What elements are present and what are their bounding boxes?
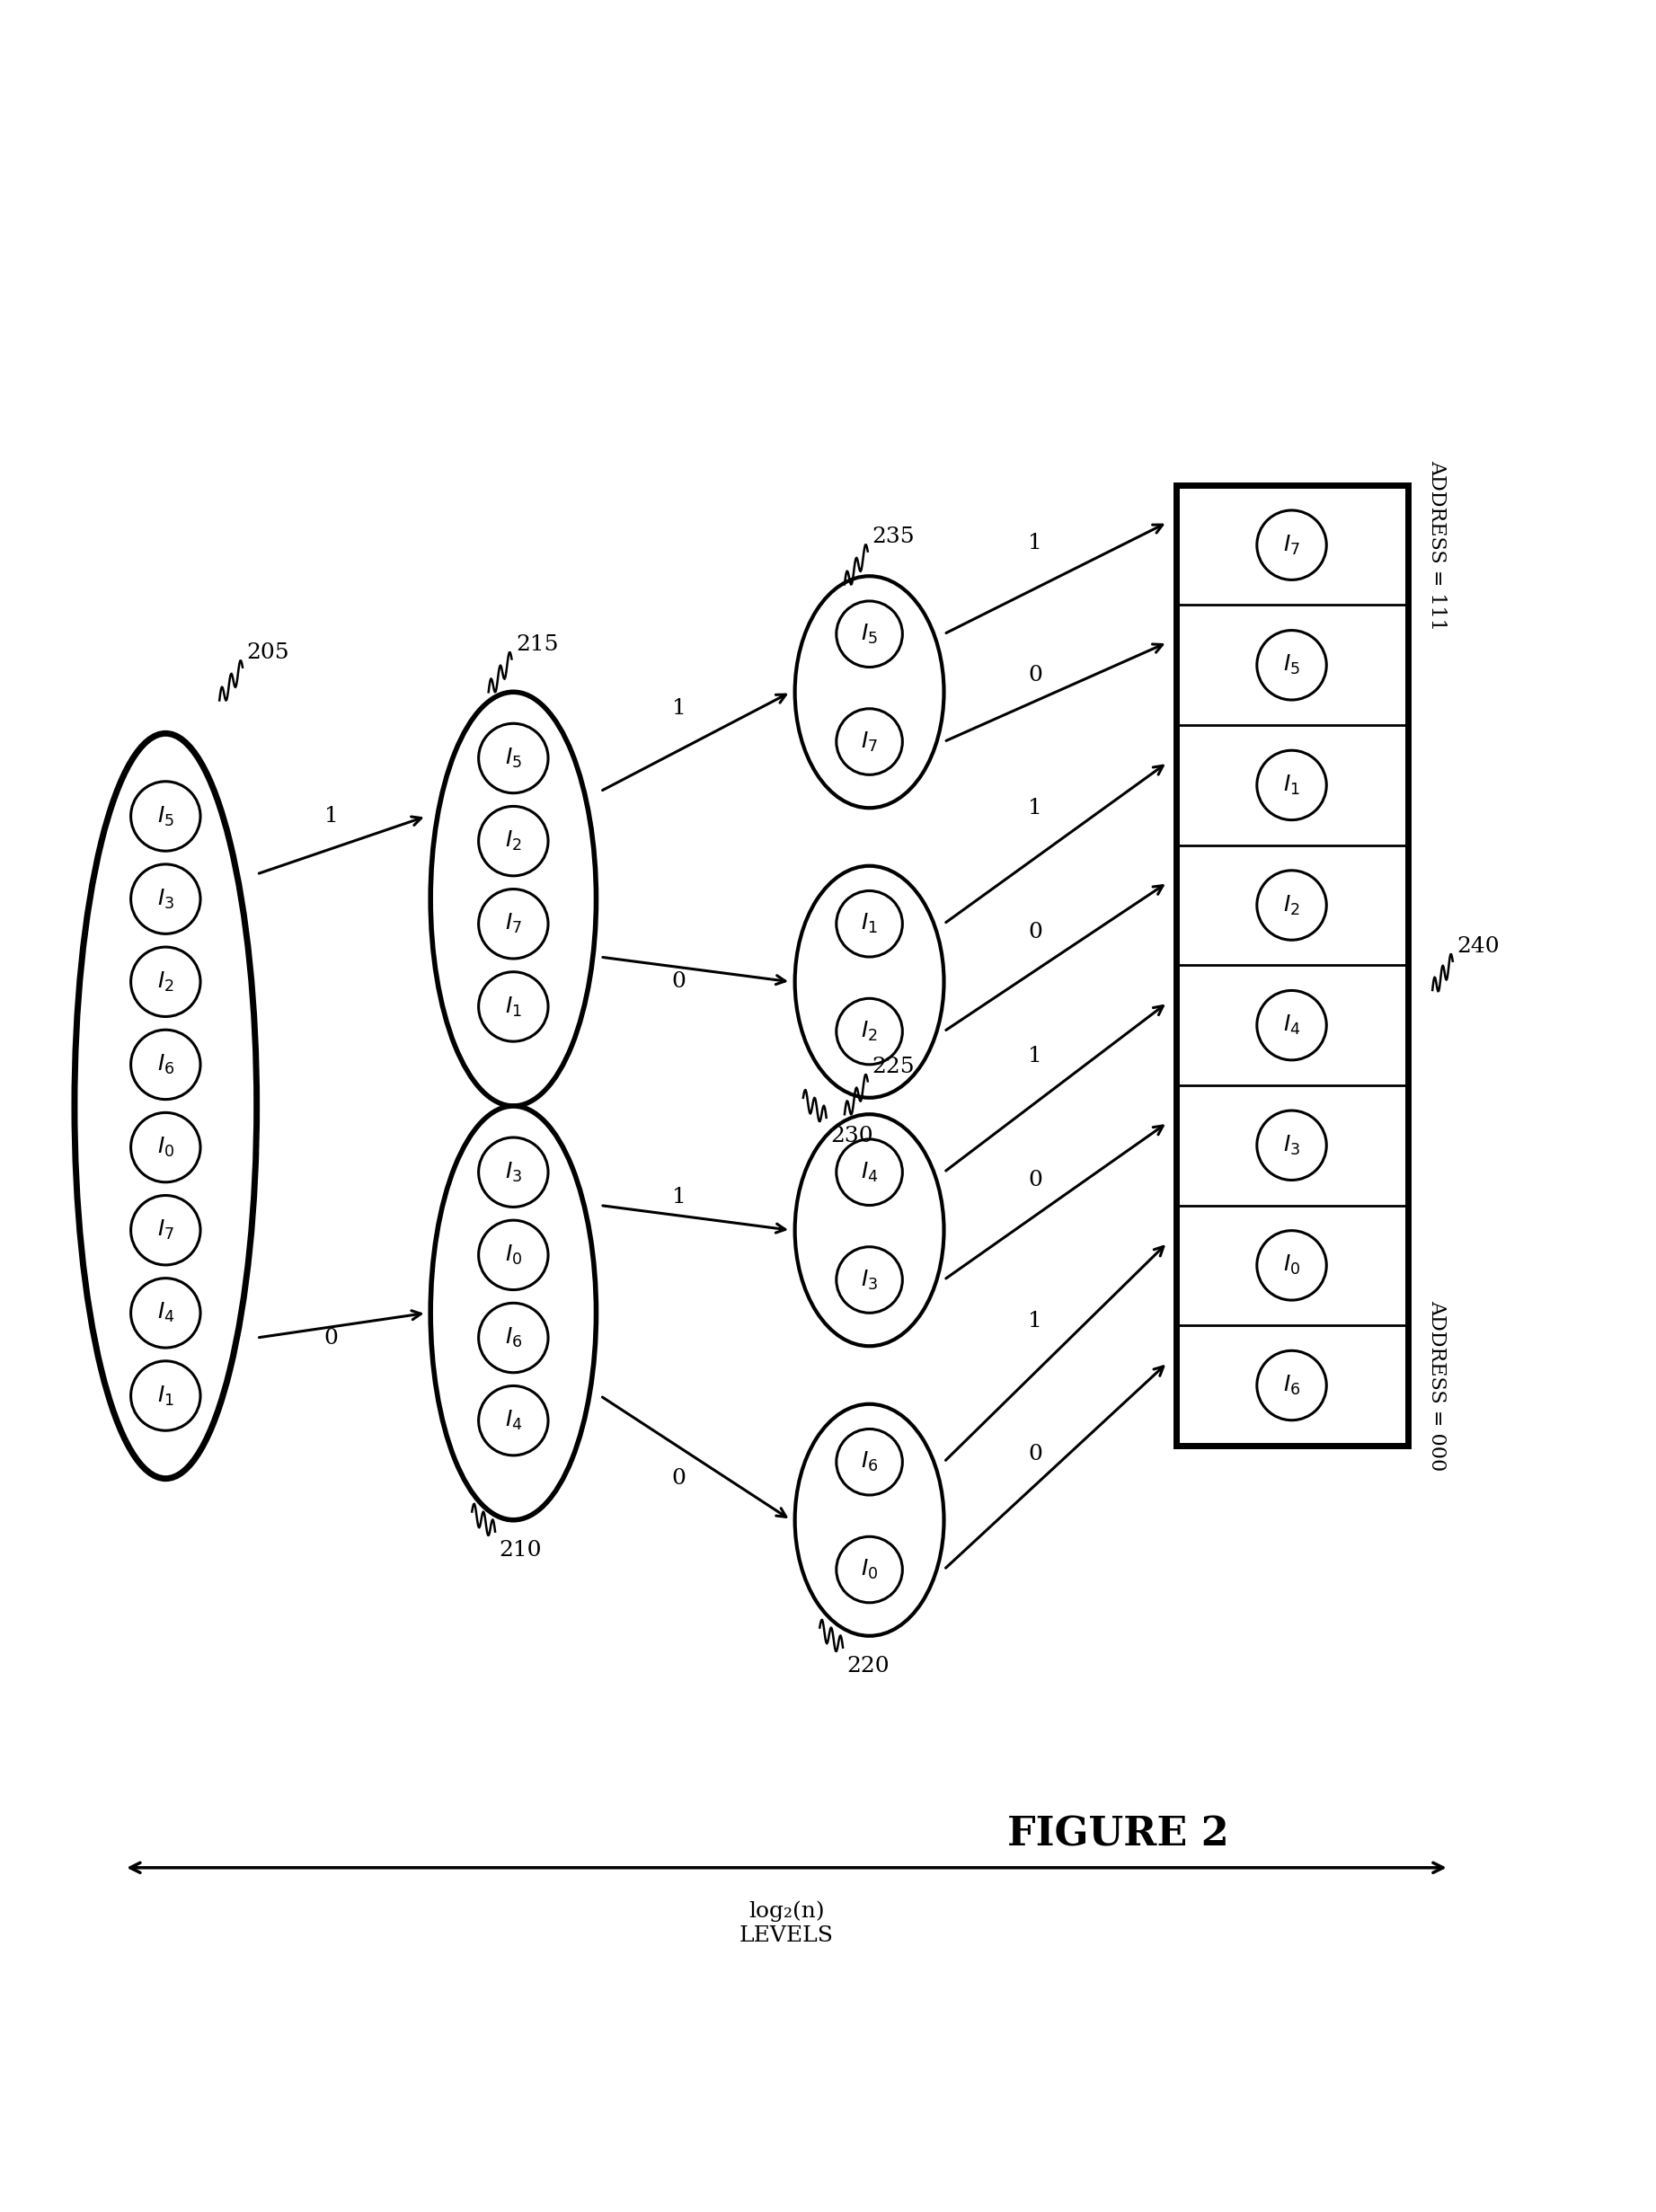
Circle shape	[836, 998, 903, 1064]
Circle shape	[131, 1113, 200, 1181]
Text: $I_{1}$: $I_{1}$	[157, 1385, 174, 1407]
Text: $I_{7}$: $I_{7}$	[1283, 533, 1300, 557]
Text: $I_{3}$: $I_{3}$	[505, 1161, 522, 1183]
Circle shape	[836, 1537, 903, 1604]
Text: $I_{0}$: $I_{0}$	[1283, 1254, 1300, 1276]
Text: 225: 225	[873, 1057, 914, 1077]
Text: $I_{5}$: $I_{5}$	[1283, 653, 1300, 677]
Text: 1: 1	[1028, 1312, 1042, 1332]
Ellipse shape	[795, 1115, 944, 1347]
Circle shape	[836, 1139, 903, 1206]
Text: 1: 1	[1028, 799, 1042, 818]
Text: $I_{6}$: $I_{6}$	[505, 1325, 522, 1349]
Text: $I_{7}$: $I_{7}$	[861, 730, 878, 754]
Bar	[1176, 484, 1408, 1444]
Circle shape	[1257, 872, 1326, 940]
Text: $I_{1}$: $I_{1}$	[505, 995, 522, 1018]
Text: $I_{1}$: $I_{1}$	[861, 911, 878, 936]
Text: 0: 0	[325, 1327, 338, 1347]
Text: $I_{2}$: $I_{2}$	[157, 971, 174, 993]
Text: $I_{7}$: $I_{7}$	[505, 911, 522, 936]
Circle shape	[1257, 1110, 1326, 1179]
Text: log₂(n)
LEVELS: log₂(n) LEVELS	[740, 1900, 833, 1947]
Circle shape	[131, 865, 200, 933]
Text: 235: 235	[873, 526, 914, 546]
Text: $I_{3}$: $I_{3}$	[157, 887, 174, 911]
Text: $I_{7}$: $I_{7}$	[157, 1219, 174, 1241]
Text: $I_{4}$: $I_{4}$	[1283, 1013, 1300, 1037]
Circle shape	[479, 723, 548, 794]
Text: $I_{1}$: $I_{1}$	[1283, 774, 1300, 796]
Circle shape	[479, 1137, 548, 1208]
Ellipse shape	[795, 1405, 944, 1637]
Text: 215: 215	[517, 635, 558, 655]
Text: $I_{0}$: $I_{0}$	[861, 1557, 878, 1582]
Circle shape	[1257, 1230, 1326, 1301]
Circle shape	[131, 947, 200, 1018]
Ellipse shape	[431, 1106, 596, 1520]
Text: 0: 0	[1028, 922, 1042, 942]
Text: $I_{3}$: $I_{3}$	[861, 1267, 878, 1292]
Text: 210: 210	[500, 1540, 542, 1559]
Text: $I_{6}$: $I_{6}$	[861, 1451, 878, 1473]
Text: $I_{6}$: $I_{6}$	[1283, 1374, 1300, 1398]
Circle shape	[836, 1429, 903, 1495]
Ellipse shape	[795, 575, 944, 807]
Circle shape	[479, 971, 548, 1042]
Text: 0: 0	[672, 971, 686, 993]
Circle shape	[131, 1194, 200, 1265]
Text: 205: 205	[247, 641, 290, 664]
Text: $I_{3}$: $I_{3}$	[1283, 1133, 1300, 1157]
Text: $I_{2}$: $I_{2}$	[861, 1020, 878, 1044]
Circle shape	[131, 1360, 200, 1431]
Text: 220: 220	[848, 1657, 889, 1677]
Ellipse shape	[431, 692, 596, 1106]
Circle shape	[836, 708, 903, 774]
Text: 230: 230	[831, 1126, 873, 1146]
Circle shape	[479, 1221, 548, 1290]
Text: $I_{5}$: $I_{5}$	[157, 805, 174, 827]
Text: 240: 240	[1457, 936, 1500, 958]
Text: $I_{0}$: $I_{0}$	[157, 1135, 174, 1159]
Text: $I_{0}$: $I_{0}$	[505, 1243, 522, 1267]
Circle shape	[1257, 630, 1326, 699]
Text: 0: 0	[1028, 666, 1042, 686]
Circle shape	[836, 1248, 903, 1314]
Text: FIGURE 2: FIGURE 2	[1007, 1816, 1229, 1854]
Text: 1: 1	[672, 699, 686, 719]
Ellipse shape	[75, 734, 257, 1478]
Circle shape	[131, 1031, 200, 1099]
Ellipse shape	[795, 865, 944, 1097]
Text: $I_{5}$: $I_{5}$	[861, 622, 878, 646]
Circle shape	[1257, 511, 1326, 580]
Text: 1: 1	[325, 805, 338, 827]
Circle shape	[479, 1387, 548, 1455]
Text: 0: 0	[672, 1469, 686, 1489]
Text: $I_{6}$: $I_{6}$	[157, 1053, 174, 1077]
Text: ADDRESS = 111: ADDRESS = 111	[1427, 460, 1446, 630]
Text: $I_{4}$: $I_{4}$	[861, 1161, 878, 1183]
Circle shape	[836, 891, 903, 958]
Circle shape	[131, 781, 200, 852]
Text: 1: 1	[672, 1188, 686, 1208]
Circle shape	[1257, 991, 1326, 1060]
Circle shape	[479, 1303, 548, 1374]
Circle shape	[1257, 1352, 1326, 1420]
Text: 1: 1	[1028, 533, 1042, 553]
Text: $I_{4}$: $I_{4}$	[505, 1409, 522, 1433]
Text: $I_{2}$: $I_{2}$	[505, 830, 522, 854]
Text: $I_{2}$: $I_{2}$	[1283, 894, 1300, 918]
Text: 1: 1	[1028, 1046, 1042, 1066]
Text: $I_{5}$: $I_{5}$	[505, 745, 522, 770]
Circle shape	[479, 807, 548, 876]
Circle shape	[131, 1279, 200, 1347]
Text: 0: 0	[1028, 1170, 1042, 1190]
Circle shape	[479, 889, 548, 958]
Text: ADDRESS = 000: ADDRESS = 000	[1427, 1301, 1446, 1471]
Circle shape	[836, 602, 903, 668]
Text: 0: 0	[1028, 1444, 1042, 1464]
Text: $I_{4}$: $I_{4}$	[157, 1301, 174, 1325]
Circle shape	[1257, 750, 1326, 821]
